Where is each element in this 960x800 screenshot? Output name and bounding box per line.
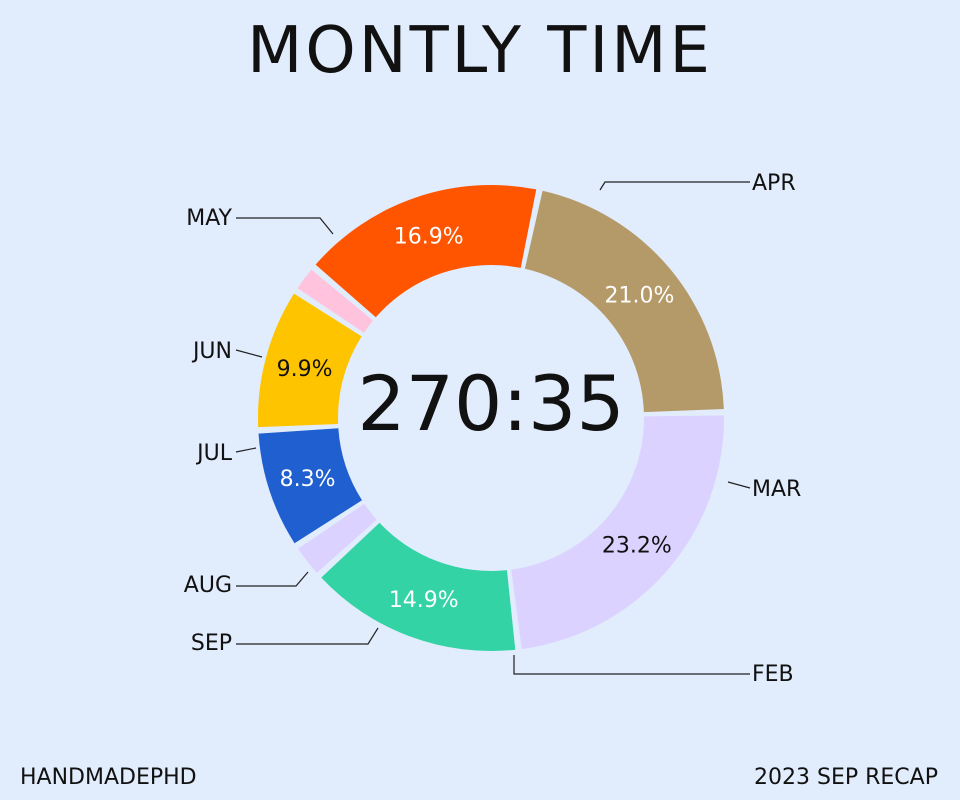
leader-line-aug <box>236 571 309 587</box>
leader-line-apr <box>599 181 750 191</box>
slice-value-mar: 23.2% <box>602 533 672 558</box>
slice-value-apr: 21.0% <box>605 284 675 309</box>
leader-line-may <box>236 217 334 235</box>
leader-line-mar <box>727 481 751 489</box>
slice-jun <box>297 269 374 333</box>
leader-line-feb <box>513 655 750 675</box>
slice-value-may: 16.9% <box>394 224 464 249</box>
slice-label-aug: AUG <box>184 573 232 598</box>
center-total-label: 270:35 <box>357 359 624 448</box>
slice-may <box>315 184 537 318</box>
slice-apr <box>524 190 724 413</box>
slice-label-sep: SEP <box>191 631 232 656</box>
slice-label-feb: FEB <box>752 662 794 687</box>
footer-recap: 2023 SEP RECAP <box>754 765 938 790</box>
footer-brand: HANDMADEPHD <box>20 765 197 790</box>
slice-label-jun: JUN <box>191 339 232 364</box>
leader-line-sep <box>236 627 379 645</box>
slice-label-apr: APR <box>752 171 796 196</box>
slice-label-mar: MAR <box>752 477 801 502</box>
slice-label-may: MAY <box>186 206 232 231</box>
slice-mar <box>511 415 724 649</box>
slice-sep <box>298 503 377 573</box>
slice-label-jul: JUL <box>195 441 233 466</box>
slice-value-aug: 8.3% <box>280 467 336 492</box>
chart-title: MONTLY TIME <box>247 14 713 88</box>
leader-line-jul <box>235 447 257 453</box>
leader-line-jun <box>235 349 263 358</box>
slice-jul <box>258 293 362 428</box>
slice-aug <box>258 428 362 544</box>
slice-value-jul: 9.9% <box>277 357 333 382</box>
slice-feb <box>321 522 516 651</box>
slice-value-feb: 14.9% <box>389 588 459 613</box>
